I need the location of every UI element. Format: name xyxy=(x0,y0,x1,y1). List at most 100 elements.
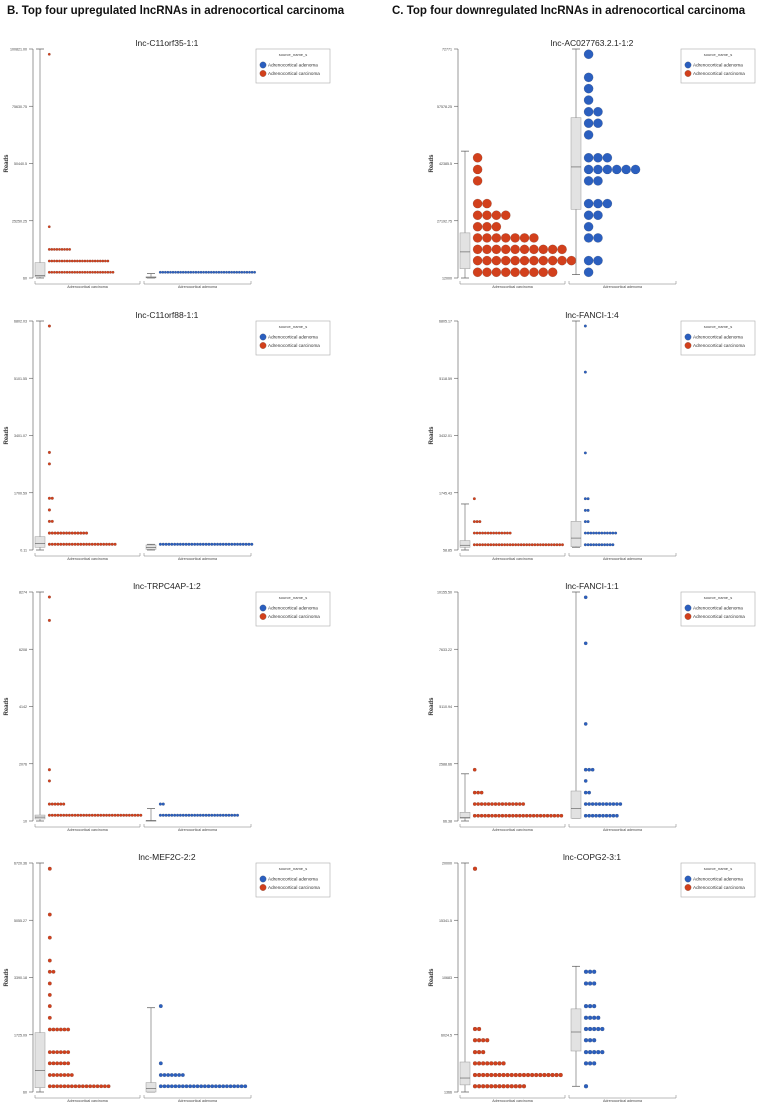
data-point-carcinoma xyxy=(106,259,110,263)
data-point-carcinoma xyxy=(536,543,540,547)
data-point-carcinoma xyxy=(493,802,498,806)
data-point-carcinoma xyxy=(490,802,494,806)
data-point-carcinoma xyxy=(557,255,567,266)
data-point-carcinoma xyxy=(51,1050,56,1055)
data-point-carcinoma xyxy=(53,270,56,274)
data-point-adenoma xyxy=(198,542,202,546)
data-point-carcinoma xyxy=(91,1084,96,1089)
data-point-carcinoma xyxy=(102,542,106,546)
data-point-carcinoma xyxy=(472,1038,478,1043)
data-point-carcinoma xyxy=(127,813,131,817)
legend: source_name_s Adrenocortical adenoma Adren… xyxy=(255,48,331,84)
data-point-carcinoma xyxy=(83,259,87,263)
data-point-carcinoma xyxy=(479,813,484,818)
data-point-carcinoma xyxy=(505,1072,510,1078)
legend-box xyxy=(680,320,756,356)
data-point-carcinoma xyxy=(505,531,509,535)
data-point-carcinoma xyxy=(505,1084,510,1089)
data-point-carcinoma xyxy=(107,813,111,817)
data-point-carcinoma xyxy=(62,802,66,806)
data-point-carcinoma xyxy=(482,244,492,255)
data-point-adenoma xyxy=(583,83,594,94)
legend-label: Adrenocortical carcinoma xyxy=(268,343,320,348)
data-point-carcinoma xyxy=(485,1061,490,1066)
data-point-adenoma xyxy=(583,1015,589,1020)
data-point-adenoma xyxy=(221,542,225,546)
data-point-carcinoma xyxy=(98,270,102,274)
data-point-carcinoma xyxy=(481,543,485,547)
data-point-carcinoma xyxy=(78,259,82,263)
data-point-carcinoma xyxy=(492,531,496,535)
data-point-adenoma xyxy=(210,813,214,817)
data-point-adenoma xyxy=(188,1084,193,1089)
data-point-adenoma xyxy=(206,1084,211,1089)
data-point-carcinoma xyxy=(55,1084,60,1089)
legend-box xyxy=(255,591,331,627)
y-tick-label: 5101.55 xyxy=(14,377,27,381)
data-point-adenoma xyxy=(167,542,171,546)
data-point-carcinoma xyxy=(104,270,107,274)
data-point-carcinoma xyxy=(85,531,89,535)
data-point-carcinoma xyxy=(47,1061,52,1066)
data-point-adenoma xyxy=(592,1050,597,1055)
data-point-carcinoma xyxy=(489,543,493,547)
data-point-adenoma xyxy=(594,813,598,818)
data-point-adenoma xyxy=(245,270,249,274)
x-category-bracket xyxy=(459,824,566,828)
data-point-carcinoma xyxy=(530,543,534,547)
panel-title: lnc-AC027763.2.1-1:2 xyxy=(551,38,634,48)
data-point-carcinoma xyxy=(51,969,56,974)
data-point-adenoma xyxy=(592,969,597,974)
data-point-adenoma xyxy=(227,542,231,546)
data-point-adenoma xyxy=(593,198,603,209)
data-point-adenoma xyxy=(583,981,589,986)
data-point-adenoma xyxy=(248,270,251,274)
data-point-adenoma xyxy=(583,802,588,806)
data-point-carcinoma xyxy=(517,1084,522,1089)
y-tick-label: 1700.59 xyxy=(14,491,27,495)
y-tick-label: 60 xyxy=(23,1091,27,1095)
data-point-carcinoma xyxy=(47,935,52,940)
data-point-adenoma xyxy=(600,531,604,535)
legend-title: source_name_s xyxy=(704,324,732,329)
data-point-adenoma xyxy=(174,270,177,274)
data-point-carcinoma xyxy=(106,270,110,274)
data-point-adenoma xyxy=(588,981,593,986)
data-point-carcinoma xyxy=(47,595,51,599)
data-point-carcinoma xyxy=(84,1084,89,1089)
data-point-adenoma xyxy=(611,813,616,818)
data-point-adenoma xyxy=(602,153,613,163)
data-point-adenoma xyxy=(583,722,588,726)
data-point-adenoma xyxy=(592,1004,597,1009)
data-point-carcinoma xyxy=(47,958,52,963)
data-point-carcinoma xyxy=(501,233,511,243)
data-point-carcinoma xyxy=(491,233,502,243)
data-point-carcinoma xyxy=(509,1084,514,1089)
data-point-carcinoma xyxy=(482,210,492,220)
data-point-adenoma xyxy=(583,813,588,818)
data-point-carcinoma xyxy=(51,1027,56,1032)
data-point-adenoma xyxy=(189,270,193,274)
data-point-carcinoma xyxy=(472,1072,478,1078)
data-point-adenoma xyxy=(583,107,594,117)
x-category-label: Adrenocortical adenoma xyxy=(603,1099,642,1103)
data-point-carcinoma xyxy=(58,1050,63,1055)
data-point-adenoma xyxy=(195,1084,200,1089)
data-point-carcinoma xyxy=(519,255,530,266)
data-point-carcinoma xyxy=(514,543,518,547)
data-point-adenoma xyxy=(184,1084,189,1089)
data-point-carcinoma xyxy=(476,813,480,818)
data-point-carcinoma xyxy=(101,259,105,263)
data-point-adenoma xyxy=(213,542,217,546)
data-point-carcinoma xyxy=(552,543,556,547)
data-point-carcinoma xyxy=(56,531,60,535)
panel-2: lnc-C11orf88-1:1 0.11 1700.59 3401.07 5101.5… xyxy=(4,310,331,561)
data-point-adenoma xyxy=(604,802,609,806)
data-point-adenoma xyxy=(161,270,165,274)
data-point-adenoma xyxy=(220,270,223,274)
data-point-carcinoma xyxy=(489,531,493,535)
data-point-carcinoma xyxy=(86,270,89,274)
data-point-carcinoma xyxy=(73,531,77,535)
data-point-carcinoma xyxy=(544,543,548,547)
legend-swatch-carcinoma xyxy=(684,70,692,77)
